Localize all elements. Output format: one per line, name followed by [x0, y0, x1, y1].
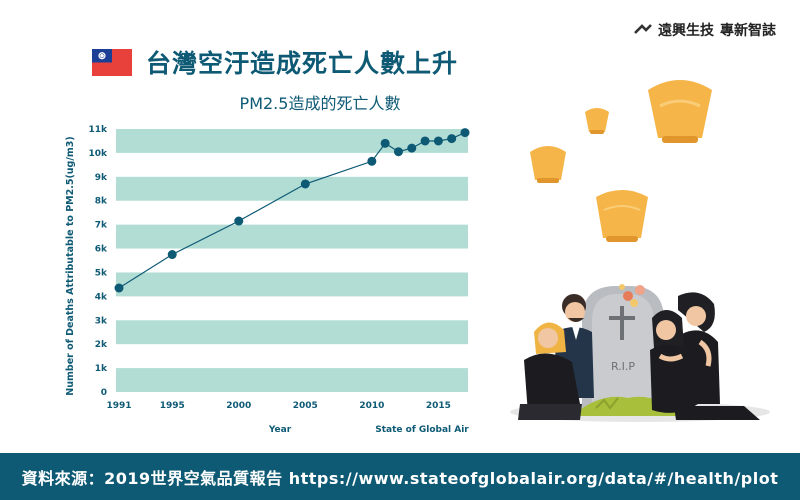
data-point: [407, 143, 417, 153]
y-tick-label: 5k: [95, 268, 108, 278]
data-point: [420, 136, 430, 146]
x-tick-label: 2005: [293, 401, 318, 411]
sky-lantern-icon: [585, 108, 609, 134]
chart-title: PM2.5造成的死亡人數: [239, 94, 401, 113]
data-point: [393, 147, 403, 157]
sky-lantern-icon: [530, 146, 566, 183]
taiwan-flag-icon: [92, 48, 132, 76]
data-point: [380, 138, 390, 148]
header: 台灣空汙造成死亡人數上升: [92, 44, 458, 80]
sky-lantern-icon: [596, 190, 648, 242]
flower-icon: [619, 284, 645, 307]
data-point: [300, 179, 310, 189]
series-line: [118, 132, 466, 289]
y-tick-label: 1k: [95, 364, 108, 374]
y-tick-label: 2k: [95, 340, 108, 350]
data-point: [447, 134, 457, 144]
grid-band: [116, 320, 468, 345]
y-tick-label: 11k: [88, 125, 108, 135]
brand-subtitle: 專新智誌: [720, 23, 776, 39]
tombstone-icon: [582, 286, 664, 414]
source-text: 資料來源：2019世界空氣品質報告 https://www.stateofglo…: [21, 468, 779, 488]
x-tick-label: 1991: [106, 401, 131, 411]
brand-mark-icon: [634, 24, 652, 34]
x-axis-label: Year: [268, 425, 292, 435]
y-tick-label: 8k: [95, 197, 108, 207]
x-tick-label: 2015: [426, 401, 451, 411]
x-tick-label: 1995: [160, 401, 185, 411]
memorial-illustration: R.I.P: [510, 80, 770, 422]
source-footer: 資料來源：2019世界空氣品質報告 https://www.stateofglo…: [0, 453, 800, 500]
data-point: [460, 128, 470, 138]
sky-lantern-icon: [648, 80, 712, 143]
data-point: [234, 216, 244, 226]
y-tick-label: 6k: [95, 245, 108, 255]
y-tick-label: 4k: [95, 292, 108, 302]
grid-band: [116, 176, 468, 201]
line-chart: 0 1k 2k 3k 4k 5k 6k 7k 8k 9k 10k 11k 1991 1995 2000 20…: [65, 125, 470, 435]
page-title: 台灣空汙造成死亡人數上升: [146, 49, 459, 78]
y-axis-label: Number of Deaths Attributable to PM2.5(u…: [65, 136, 76, 395]
y-tick-label: 0: [101, 388, 107, 398]
y-tick-label: 9k: [95, 173, 108, 183]
grid-band: [116, 368, 468, 392]
x-tick-label: 2000: [226, 401, 251, 411]
grid-band: [116, 129, 468, 153]
mourner-woman-left-figure: [518, 322, 582, 420]
brand-logo: 遠興生技 專新智誌: [634, 20, 776, 40]
data-point: [167, 250, 177, 260]
x-tick-label: 2010: [359, 401, 384, 411]
y-tick-label: 7k: [95, 221, 108, 231]
brand-name: 遠興生技: [658, 23, 714, 39]
data-point: [433, 136, 443, 146]
y-tick-label: 10k: [88, 149, 108, 159]
grid-band: [116, 224, 468, 249]
tombstone-text: R.I.P: [611, 360, 635, 373]
mourner-woman-middle-figure: [650, 310, 760, 420]
data-point: [114, 283, 124, 293]
data-point: [367, 156, 377, 166]
y-tick-label: 3k: [95, 316, 108, 326]
grid-band: [116, 272, 468, 297]
source-note: State of Global Air: [375, 425, 469, 435]
